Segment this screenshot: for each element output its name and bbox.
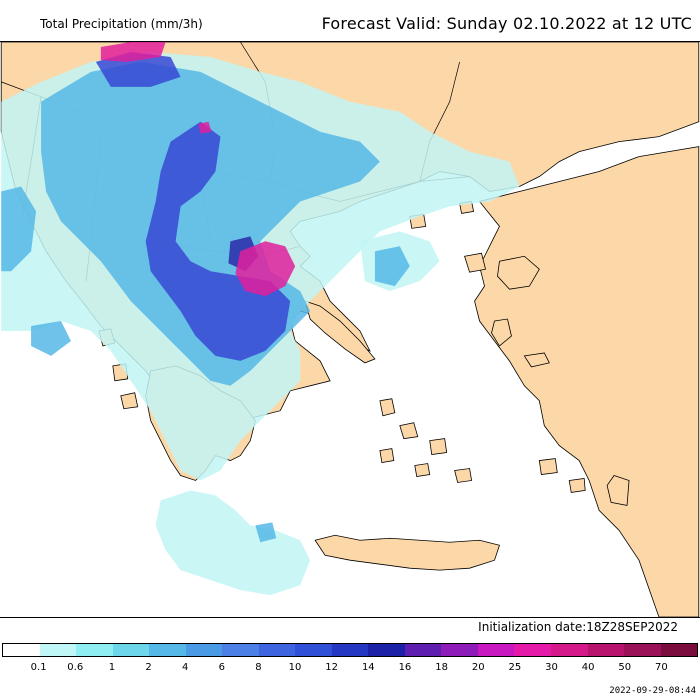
colorbar-tick-label: 20 (471, 662, 485, 673)
colorbar-swatch (587, 644, 625, 656)
colorbar-tick-label: 25 (508, 662, 522, 673)
colorbar-swatch (624, 644, 661, 656)
colorbar-swatch (331, 644, 369, 656)
colorbar-tick-label: 0.6 (67, 662, 84, 673)
colorbar-swatch (514, 644, 551, 656)
colorbar-tick-label: 30 (545, 662, 558, 673)
generation-timestamp: 2022-09-29-08:44 (609, 686, 696, 696)
colorbar-tick-label: 10 (288, 662, 302, 673)
forecast-valid-label: Forecast Valid: Sunday 02.10.2022 at 12 … (321, 14, 692, 33)
colorbar-tick-label: 8 (255, 662, 262, 673)
colorbar-swatch (660, 644, 698, 656)
colorbar-tick-label: 16 (398, 662, 412, 673)
colorbar-ticks: 0.1 0.6 1 2 4 6 8 10 12 14 16 18 20 25 30 40 50 70 (2, 662, 698, 678)
colorbar-tick-label: 6 (218, 662, 225, 673)
colorbar-swatch (404, 644, 442, 656)
initialization-date: Initialization date:18Z28SEP2022 (478, 620, 678, 634)
colorbar-swatch (76, 644, 113, 656)
precipitation-layer (1, 42, 520, 596)
colorbar-swatch (112, 644, 150, 656)
colorbar-tick-label: 0.1 (30, 662, 47, 673)
colorbar-swatch (295, 644, 332, 656)
colorbar-tick-label: 70 (654, 662, 668, 673)
colorbar-tick-label: 40 (581, 662, 595, 673)
colorbar-swatch (149, 644, 186, 656)
colorbar-swatch (477, 644, 515, 656)
colorbar-tick-label: 1 (108, 662, 116, 673)
colorbar-swatch (39, 644, 77, 656)
colorbar-tick-label: 14 (361, 662, 375, 673)
colorbar-swatch (550, 644, 588, 656)
colorbar-tick-label: 4 (181, 662, 189, 673)
colorbar-tick-label: 2 (145, 662, 152, 673)
colorbar (2, 643, 698, 657)
colorbar-tick-label: 12 (325, 662, 339, 673)
colorbar-swatch (258, 644, 296, 656)
precipitation-map (0, 41, 700, 618)
colorbar-swatch (441, 644, 478, 656)
colorbar-swatch (222, 644, 259, 656)
colorbar-tick-label: 50 (618, 662, 632, 673)
colorbar-swatch (368, 644, 405, 656)
colorbar-tick-label: 18 (435, 662, 448, 673)
colorbar-swatch (3, 644, 40, 656)
colorbar-swatch (185, 644, 223, 656)
map-title: Total Precipitation (mm/3h) (40, 17, 203, 31)
